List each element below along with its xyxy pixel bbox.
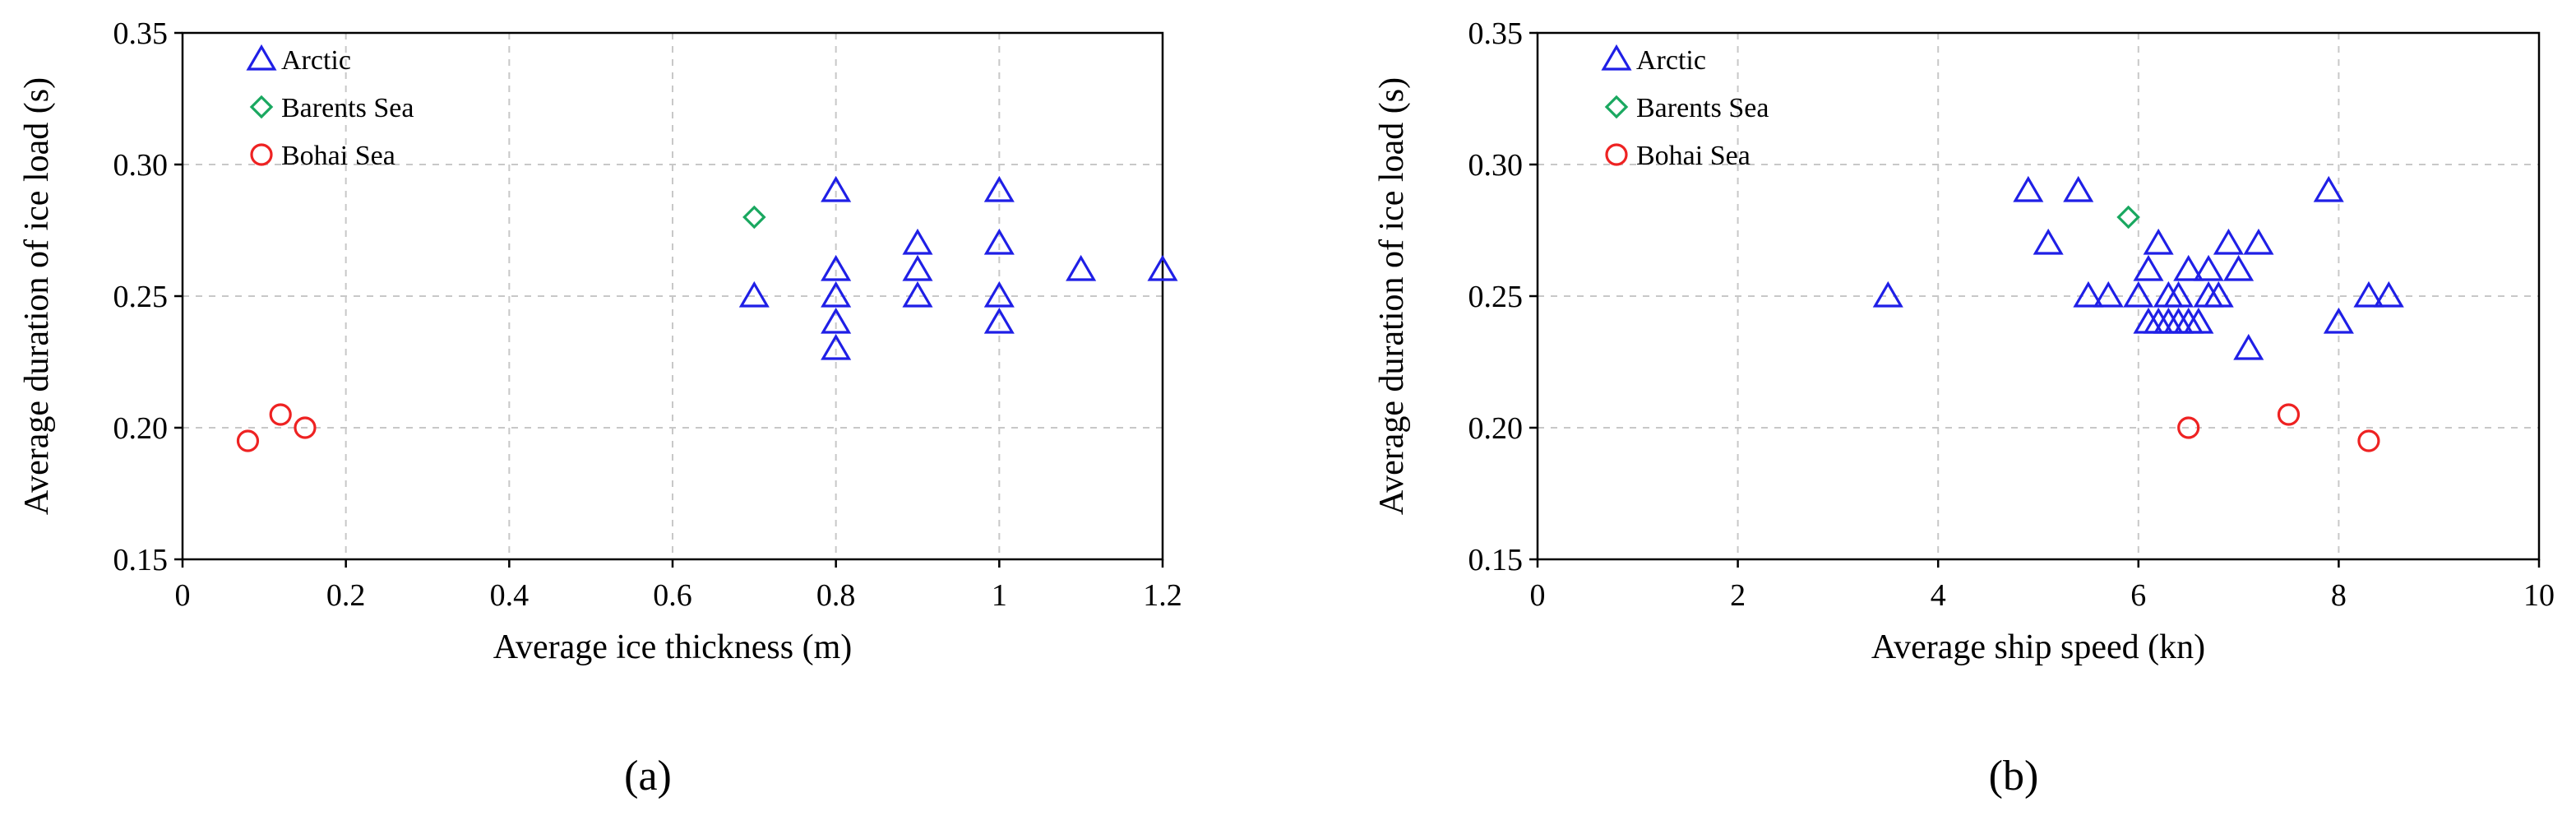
legend-marker-bohai-sea (250, 143, 273, 166)
series-barents-sea (2116, 205, 2140, 229)
x-tick-label: 10 (2523, 578, 2555, 613)
legend-marker-barents-sea (249, 95, 274, 119)
chart-panel-b: 0.15 0.20 0.25 0.30 0.35 0 2 4 6 8 10 Average ship … (1373, 16, 2555, 800)
data-point-arctic (2013, 175, 2044, 202)
x-tick-label: 4 (1931, 578, 1946, 613)
data-point-arctic (2243, 228, 2274, 255)
data-point-arctic (2063, 175, 2094, 202)
data-point-arctic (2193, 254, 2224, 281)
x-axis-title: Average ice thickness (m) (493, 628, 853, 666)
x-axis-title: Average ship speed (kn) (1871, 628, 2205, 666)
x-tick-label: 0 (175, 578, 191, 613)
y-tick-label: 0.20 (113, 411, 169, 446)
data-point-arctic (983, 175, 1015, 202)
data-point-arctic (2123, 280, 2154, 308)
legend: Arctic Barents Sea Bohai Sea (1601, 44, 1769, 171)
data-point-arctic (2133, 254, 2164, 281)
x-tick-label: 2 (1730, 578, 1746, 613)
data-point-bohai-sea (236, 429, 260, 452)
data-point-arctic (2093, 280, 2124, 308)
data-point-arctic (902, 228, 933, 255)
data-point-bohai-sea (2177, 416, 2200, 439)
data-point-arctic (2073, 280, 2104, 308)
panel-label: (b) (1989, 753, 2039, 800)
legend-marker-arctic (246, 44, 277, 71)
data-point-barents-sea (742, 205, 766, 229)
y-tick-label: 0.25 (113, 280, 169, 314)
legend-marker-barents-sea (1604, 95, 1629, 119)
x-tick-label: 1.2 (1143, 578, 1182, 613)
x-tick-label: 8 (2331, 578, 2347, 613)
legend-label-barents-sea: Barents Sea (1636, 93, 1769, 123)
chart-panel-a: 0.15 0.20 0.25 0.30 0.35 0 0.2 0.4 0.6 0.8 1 1.2 Ave… (18, 16, 1182, 800)
data-point-arctic (983, 307, 1015, 334)
data-point-arctic (1872, 280, 1903, 308)
data-point-arctic (1147, 254, 1178, 281)
legend-label-bohai-sea: Bohai Sea (1636, 141, 1750, 171)
data-point-arctic (2173, 254, 2204, 281)
series-bohai-sea (236, 403, 317, 452)
y-tick-label: 0.30 (1468, 148, 1524, 183)
data-point-arctic (821, 280, 852, 308)
legend-label-bohai-sea: Bohai Sea (281, 141, 395, 171)
x-tick-label: 6 (2130, 578, 2146, 613)
data-point-arctic (2143, 228, 2174, 255)
x-tick-label: 0.8 (816, 578, 856, 613)
legend-marker-arctic (1601, 44, 1632, 71)
x-tick-label: 0.4 (490, 578, 530, 613)
data-point-bohai-sea (2277, 403, 2301, 426)
data-point-arctic (821, 333, 852, 360)
data-point-arctic (2162, 280, 2194, 308)
data-point-bohai-sea (294, 416, 317, 439)
x-tick-label: 0.6 (653, 578, 692, 613)
y-tick-label: 0.35 (113, 16, 169, 51)
data-point-arctic (821, 307, 852, 334)
legend: Arctic Barents Sea Bohai Sea (246, 44, 414, 171)
x-tick-label: 1 (992, 578, 1007, 613)
data-point-arctic (902, 280, 933, 308)
y-axis-title: Average duration of ice load (s) (18, 77, 56, 515)
data-point-arctic (821, 175, 852, 202)
y-tick-label: 0.35 (1468, 16, 1524, 51)
data-point-barents-sea (2116, 205, 2140, 229)
y-axis-title: Average duration of ice load (s) (1373, 77, 1411, 515)
data-point-arctic (2183, 307, 2214, 334)
data-point-arctic (983, 280, 1015, 308)
series-bohai-sea (2177, 403, 2380, 452)
data-point-arctic (902, 254, 933, 281)
data-point-arctic (983, 228, 1015, 255)
data-point-arctic (2313, 175, 2344, 202)
legend-label-arctic: Arctic (1636, 45, 1706, 76)
legend-label-arctic: Arctic (281, 45, 351, 76)
data-point-arctic (2223, 254, 2255, 281)
data-point-arctic (2213, 228, 2244, 255)
y-tick-label: 0.30 (113, 148, 169, 183)
y-tick-label: 0.15 (1468, 543, 1524, 577)
panel-label: (a) (624, 753, 672, 800)
data-point-arctic (2323, 307, 2354, 334)
data-point-bohai-sea (269, 403, 292, 426)
x-tick-label: 0.2 (326, 578, 366, 613)
data-point-arctic (738, 280, 770, 308)
series-arctic (738, 175, 1178, 360)
data-point-arctic (2203, 280, 2234, 308)
data-point-arctic (1066, 254, 1097, 281)
data-point-arctic (2033, 228, 2064, 255)
series-barents-sea (742, 205, 766, 229)
data-point-arctic (2373, 280, 2404, 308)
data-point-arctic (2353, 280, 2384, 308)
data-point-arctic (821, 254, 852, 281)
y-tick-label: 0.25 (1468, 280, 1524, 314)
x-tick-label: 0 (1530, 578, 1546, 613)
data-point-arctic (2233, 333, 2264, 360)
y-tick-label: 0.20 (1468, 411, 1524, 446)
legend-label-barents-sea: Barents Sea (281, 93, 414, 123)
y-tick-label: 0.15 (113, 543, 169, 577)
data-point-bohai-sea (2357, 429, 2380, 452)
legend-marker-bohai-sea (1605, 143, 1628, 166)
series-arctic (1872, 175, 2404, 360)
